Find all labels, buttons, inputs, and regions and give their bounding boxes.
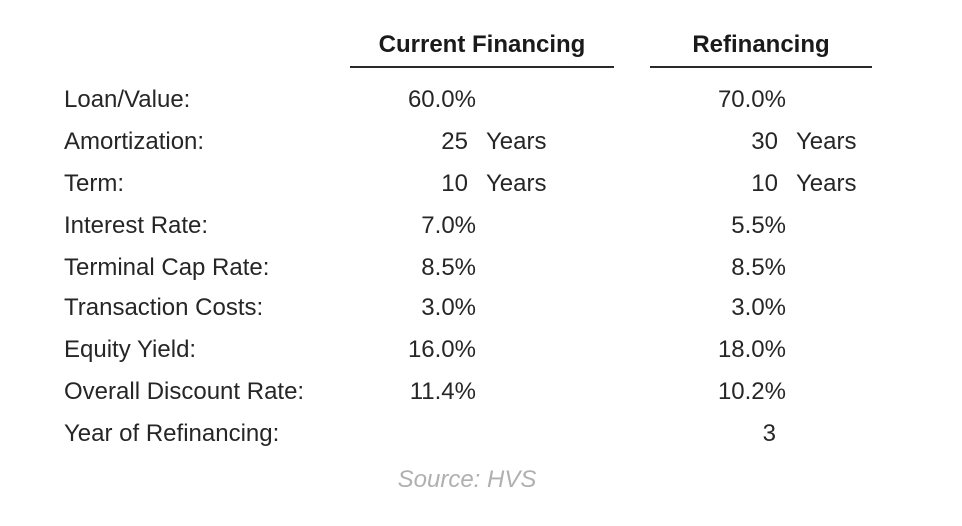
row-label: Transaction Costs: (64, 294, 264, 321)
refinancing-value: 8.5% (731, 254, 786, 281)
table-row-year-of-refinancing: Year of Refinancing: 3 (0, 414, 962, 454)
table-row-overall-discount-rate: Overall Discount Rate: 11.4% 10.2% (0, 372, 962, 412)
table-row-loan-value: Loan/Value: 60.0% 70.0% (0, 80, 962, 120)
row-label: Year of Refinancing: (64, 420, 280, 447)
row-label: Overall Discount Rate: (64, 378, 305, 405)
row-label: Equity Yield: (64, 336, 197, 363)
current-financing-value: 3.0% (421, 294, 476, 321)
current-financing-value: 8.5% (421, 254, 476, 281)
current-financing-value: 11.4% (409, 378, 476, 405)
refinancing-value: 3.0% (731, 294, 786, 321)
current-financing-value: 10 (441, 170, 468, 197)
refinancing-unit: Years (796, 128, 857, 155)
current-financing-value: 7.0% (421, 212, 476, 239)
column-header-current-financing: Current Financing (350, 30, 614, 68)
refinancing-value: 70.0% (717, 86, 786, 113)
refinancing-value: 10.2% (717, 378, 786, 405)
current-financing-unit: Years (486, 170, 547, 197)
current-financing-value: 16.0% (407, 336, 476, 363)
source-note: Source: HVS (397, 466, 537, 493)
row-label: Terminal Cap Rate: (64, 254, 270, 281)
refinancing-value: 30 (751, 128, 778, 155)
table-row-equity-yield: Equity Yield: 16.0% 18.0% (0, 330, 962, 370)
table-row-term: Term: 10 Years 10 Years (0, 164, 962, 204)
table-row-terminal-cap-rate: Terminal Cap Rate: 8.5% 8.5% (0, 248, 962, 288)
row-label: Term: (64, 170, 124, 197)
current-financing-value: 25 (441, 128, 468, 155)
row-label: Amortization: (64, 128, 205, 155)
refinancing-value: 10 (751, 170, 778, 197)
current-financing-unit: Years (486, 128, 547, 155)
table-row-interest-rate: Interest Rate: 7.0% 5.5% (0, 206, 962, 246)
current-financing-value: 60.0% (407, 86, 476, 113)
table-row-transaction-costs: Transaction Costs: 3.0% 3.0% (0, 288, 962, 328)
table-row-amortization: Amortization: 25 Years 30 Years (0, 122, 962, 162)
row-label: Loan/Value: (64, 86, 191, 113)
row-label: Interest Rate: (64, 212, 209, 239)
column-header-refinancing: Refinancing (650, 30, 872, 68)
refinancing-value: 3 (762, 420, 776, 447)
refinancing-value: 5.5% (731, 212, 786, 239)
refinancing-value: 18.0% (717, 336, 786, 363)
refinancing-unit: Years (796, 170, 857, 197)
